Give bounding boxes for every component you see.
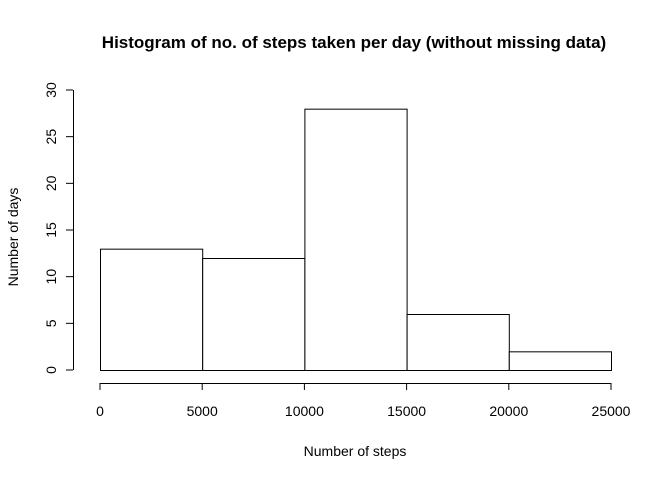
y-tick-label: 5 [43,319,59,327]
x-axis: 0 5000 10000 15000 20000 25000 [96,383,631,419]
histogram-bar-2 [202,258,306,371]
y-tick-label: 30 [43,82,59,98]
y-tick-label: 10 [43,269,59,285]
histogram-bar-4 [406,314,510,371]
x-tick-label: 20000 [489,403,528,419]
x-tick-label: 0 [96,403,104,419]
y-axis-label: Number of days [5,188,21,287]
y-tick-label: 20 [43,175,59,191]
chart-title: Histogram of no. of steps taken per day … [102,33,606,52]
histogram-bars [100,108,612,372]
x-tick-label: 10000 [285,403,324,419]
y-tick-label: 0 [43,366,59,374]
histogram-bar-1 [100,248,204,372]
histogram-bar-3 [304,108,408,372]
x-tick-label: 15000 [387,403,426,419]
y-tick-label: 15 [43,222,59,238]
histogram-bar-5 [508,351,612,372]
x-tick-label: 25000 [592,403,631,419]
x-axis-label: Number of steps [304,443,407,459]
x-tick-label: 5000 [187,403,218,419]
y-axis: 0 5 10 15 20 25 30 [43,82,74,374]
y-tick-label: 25 [43,129,59,145]
